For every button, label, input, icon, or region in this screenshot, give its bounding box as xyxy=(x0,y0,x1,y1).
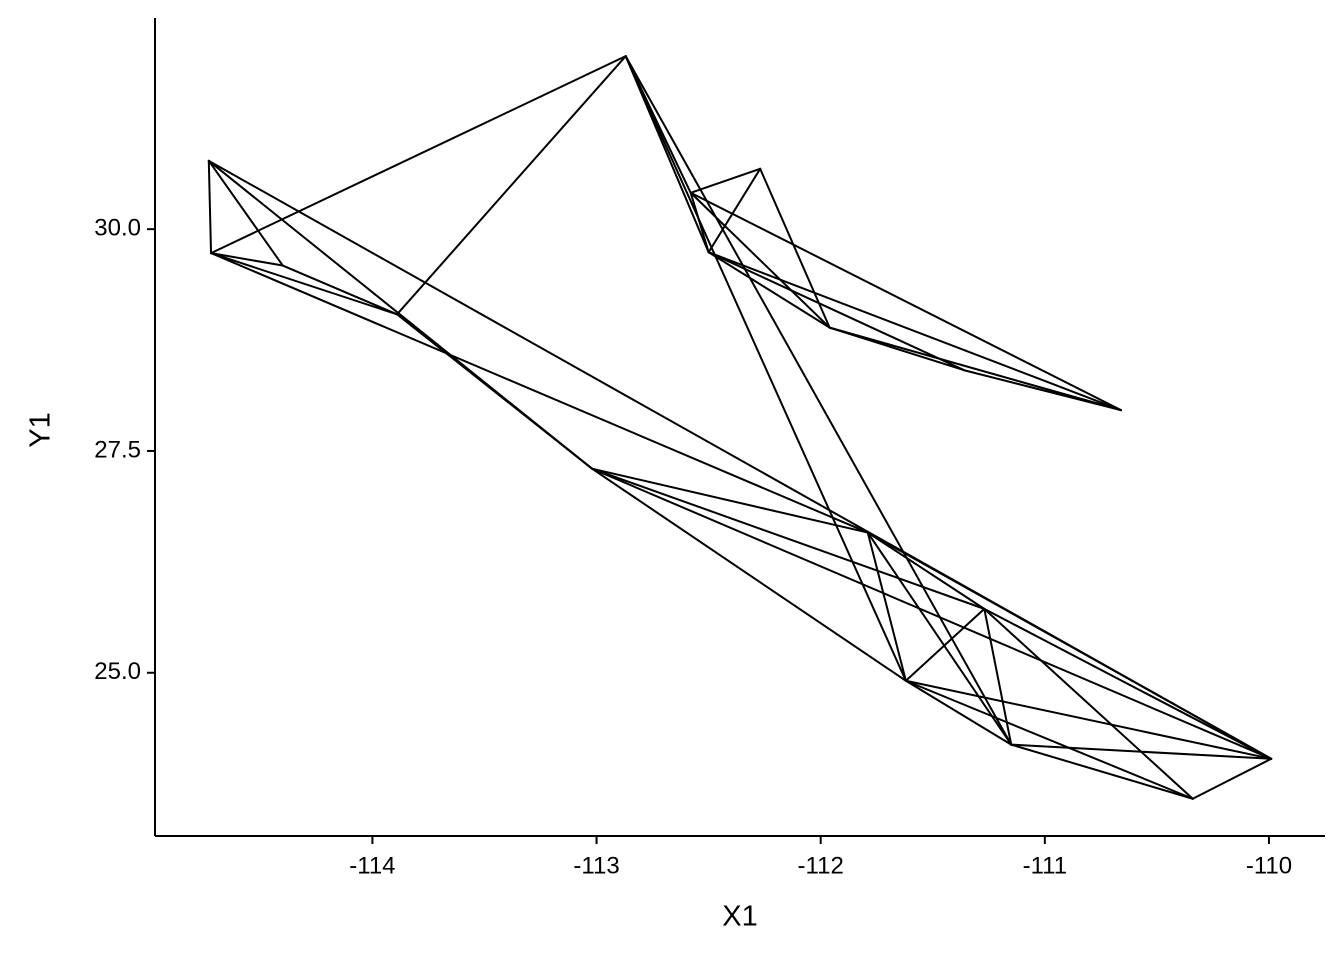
segment xyxy=(591,467,907,682)
segment xyxy=(707,251,1123,412)
segment xyxy=(210,252,399,316)
segment xyxy=(707,251,831,329)
segment xyxy=(707,251,966,372)
y-axis-title: Y1 xyxy=(25,412,57,447)
segment xyxy=(207,159,213,255)
segment xyxy=(983,607,1273,760)
segment xyxy=(210,55,627,255)
segment xyxy=(210,252,869,534)
segment xyxy=(1191,757,1273,800)
x-tick-label: -113 xyxy=(573,852,619,879)
segment xyxy=(689,191,1123,412)
segment xyxy=(1010,743,1194,800)
segment xyxy=(1010,743,1273,760)
segment xyxy=(281,264,399,316)
segment xyxy=(624,55,907,682)
y-tick-label: 25.0 xyxy=(94,658,141,685)
segment xyxy=(983,607,1194,800)
segment xyxy=(591,467,1273,760)
segment xyxy=(689,191,710,254)
segment xyxy=(207,159,284,267)
segment xyxy=(689,191,831,329)
segment xyxy=(828,326,1123,412)
y-tick-label: 27.5 xyxy=(94,436,141,463)
x-tick-label: -114 xyxy=(349,852,395,879)
segment xyxy=(707,167,762,254)
segment xyxy=(866,531,907,682)
y-tick-label: 30.0 xyxy=(94,214,141,241)
x-axis-title: X1 xyxy=(722,901,757,933)
segment xyxy=(210,252,284,267)
segment xyxy=(904,679,1013,746)
segment xyxy=(866,531,1013,746)
segment xyxy=(396,313,594,470)
x-tick-label: -112 xyxy=(798,852,844,879)
x-tick-label: -111 xyxy=(1023,852,1067,879)
segment xyxy=(759,167,831,329)
segment xyxy=(904,679,1194,800)
segment xyxy=(866,531,1273,760)
segment xyxy=(904,607,986,682)
segment xyxy=(866,531,986,610)
segment xyxy=(904,679,1273,760)
segment xyxy=(689,167,762,194)
segment xyxy=(591,467,869,534)
segment xyxy=(591,467,986,610)
x-tick-label: -110 xyxy=(1246,852,1292,879)
segment xyxy=(396,55,627,316)
segment xyxy=(983,607,1013,746)
segment xyxy=(624,55,1013,746)
